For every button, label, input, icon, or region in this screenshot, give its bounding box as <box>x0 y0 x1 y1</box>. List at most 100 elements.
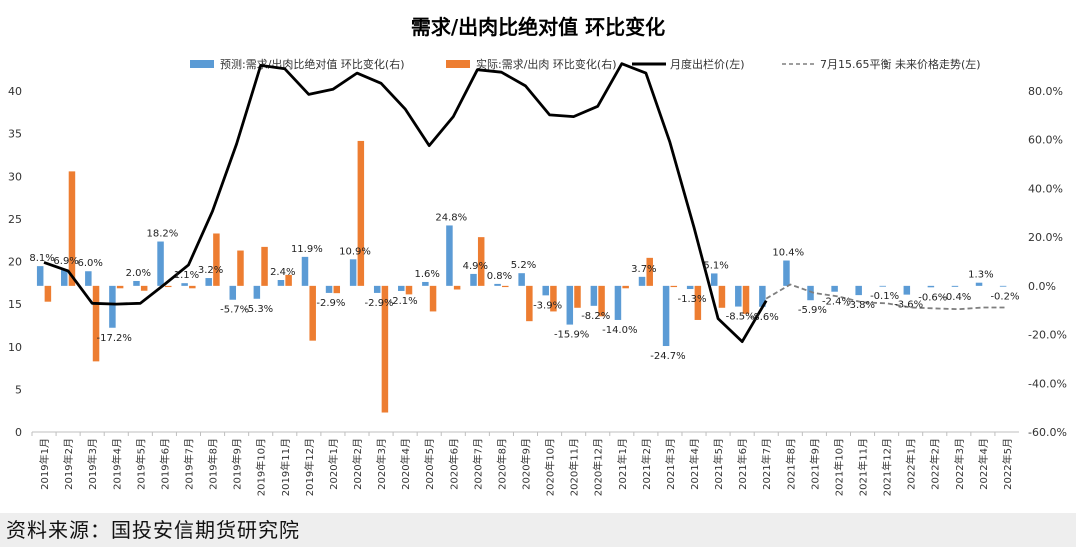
bar-s0-16 <box>422 281 429 286</box>
data-label-15: -2.1% <box>389 296 418 307</box>
data-label-24: -14.0% <box>602 325 637 336</box>
y-left-tick-8: 40 <box>8 85 22 98</box>
data-label-19: 0.8% <box>487 271 512 282</box>
legend-swatch-0 <box>190 60 214 68</box>
bar-s1-16 <box>429 285 437 312</box>
legend-swatch-1 <box>446 60 470 68</box>
bar-s0-30 <box>759 285 766 307</box>
x-tick-label-14: 2020年3月 <box>375 438 388 490</box>
bar-s0-28 <box>710 273 718 286</box>
data-label-18: 4.9% <box>463 261 488 272</box>
x-tick-label-6: 2019年7月 <box>182 438 195 490</box>
x-tick-label-7: 2019年8月 <box>207 438 220 490</box>
bar-s0-26 <box>662 285 670 347</box>
data-label-16: 1.6% <box>415 269 440 280</box>
bar-s1-10 <box>285 274 292 286</box>
y-left-tick-0: 0 <box>15 426 22 439</box>
bar-s1-3 <box>116 285 124 289</box>
data-label-12: -2.9% <box>316 298 345 309</box>
legend-label-2: 月度出栏价(左) <box>670 57 745 71</box>
data-label-5: 18.2% <box>147 229 179 240</box>
x-tick-label-37: 2022年2月 <box>929 438 942 490</box>
x-tick-label-30: 2021年7月 <box>760 438 773 490</box>
y-left-tick-7: 35 <box>8 128 22 141</box>
y-left-tick-6: 30 <box>8 170 22 183</box>
data-label-1: 6.9% <box>53 256 78 267</box>
y-right-tick-5: 40.0% <box>1028 182 1063 195</box>
bar-s1-9 <box>261 246 268 286</box>
bar-s0-15 <box>398 285 405 291</box>
x-tick-label-3: 2019年4月 <box>110 438 123 490</box>
data-label-27: -1.3% <box>678 294 707 305</box>
legend: 预测:需求/出肉比绝对值 环比变化(右) 实际:需求/出肉 环比变化(右) 月度出栏… <box>190 57 981 71</box>
data-label-0: 8.1% <box>29 253 54 264</box>
data-label-39: 1.3% <box>968 270 993 281</box>
chart-title: 需求/出肉比绝对值 环比变化 <box>411 15 665 39</box>
data-label-14: -2.9% <box>365 298 394 309</box>
x-tick-label-39: 2022年4月 <box>977 438 990 490</box>
x-tick-label-34: 2021年11月 <box>857 438 870 496</box>
series-line-3 <box>765 283 1007 311</box>
data-label-34: -3.8% <box>846 300 875 311</box>
legend-label-3: 7月15.65平衡 未来价格走势(左) <box>820 57 981 71</box>
lines <box>43 62 1007 344</box>
bar-s0-5 <box>157 241 164 286</box>
x-tick-label-26: 2021年3月 <box>664 438 677 490</box>
y-right-tick-4: 20.0% <box>1028 231 1063 244</box>
bar-s1-4 <box>140 285 148 291</box>
y-left-tick-2: 10 <box>8 341 22 354</box>
x-tick-label-25: 2021年2月 <box>640 438 653 490</box>
x-tick-label-33: 2021年10月 <box>832 438 845 496</box>
bar-s0-27 <box>686 285 694 290</box>
data-label-29: -8.5% <box>726 312 755 323</box>
bar-s0-23 <box>590 285 598 306</box>
x-tick-label-10: 2019年11月 <box>279 438 292 496</box>
x-tick-label-11: 2019年12月 <box>303 438 316 496</box>
bar-s1-25 <box>646 257 653 286</box>
data-label-31: 10.4% <box>772 248 804 259</box>
data-label-21: -3.9% <box>533 300 562 311</box>
bar-s0-6 <box>181 283 188 286</box>
y-right-tick-6: 60.0% <box>1028 134 1063 147</box>
bar-s1-18 <box>477 237 485 286</box>
bar-s0-4 <box>133 280 140 286</box>
bar-s1-6 <box>189 285 196 289</box>
bar-s0-0 <box>36 266 44 286</box>
bar-s1-5 <box>165 285 172 288</box>
bar-s0-40 <box>999 285 1007 287</box>
x-tick-label-32: 2021年9月 <box>808 438 821 490</box>
bar-s1-23 <box>598 285 605 317</box>
bar-s1-15 <box>405 285 413 295</box>
y-right-tick-1: -40.0% <box>1028 377 1067 390</box>
y-left-tick-4: 20 <box>8 256 22 269</box>
bar-s1-0 <box>44 285 52 302</box>
x-tick-label-1: 2019年2月 <box>62 438 75 490</box>
bar-s1-26 <box>670 285 678 288</box>
bar-s1-19 <box>502 285 509 288</box>
data-label-6: 1.1% <box>174 270 199 281</box>
y-right-tick-7: 80.0% <box>1028 85 1063 98</box>
y-left-tick-3: 15 <box>8 298 22 311</box>
bar-s0-18 <box>470 273 477 286</box>
bar-s0-21 <box>542 285 549 296</box>
bar-s0-25 <box>638 276 646 286</box>
y-left-tick-5: 25 <box>8 213 22 226</box>
y-right-tick-2: -20.0% <box>1028 329 1067 342</box>
bar-s1-11 <box>309 285 316 341</box>
bars <box>36 140 1007 413</box>
axes: 0 5 10 15 20 25 30 35 40 -60.0% -40.0% -20.0% 0.0% 20… <box>8 85 1067 496</box>
x-tick-label-24: 2021年1月 <box>616 438 629 490</box>
bar-s1-24 <box>622 285 629 289</box>
x-tick-label-36: 2022年1月 <box>905 438 918 490</box>
x-tick-label-28: 2021年5月 <box>712 438 725 490</box>
data-label-8: -5.7% <box>220 305 249 316</box>
data-label-10: 2.4% <box>270 267 295 278</box>
x-tick-label-5: 2019年6月 <box>158 438 171 490</box>
x-tick-label-15: 2020年4月 <box>399 438 412 490</box>
data-label-32: -5.9% <box>798 305 827 316</box>
bar-s0-38 <box>951 285 959 287</box>
bar-s0-7 <box>205 278 212 286</box>
x-tick-label-27: 2021年4月 <box>688 438 701 490</box>
legend-label-0: 预测:需求/出肉比绝对值 环比变化(右) <box>220 57 405 71</box>
